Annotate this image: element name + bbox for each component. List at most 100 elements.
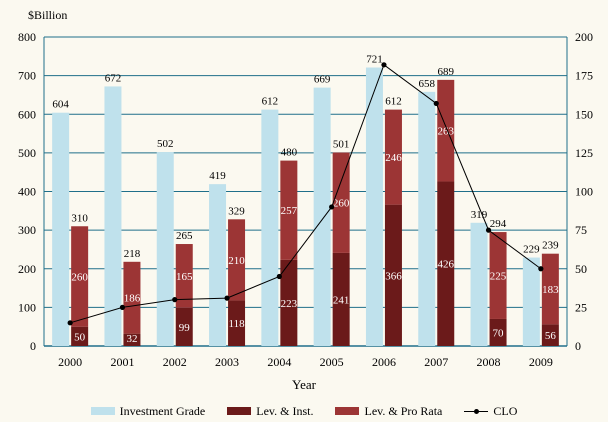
- x-tick-label: 2000: [58, 355, 82, 369]
- y-tick-label: 700: [18, 69, 36, 83]
- data-label-investment-grade: 658: [419, 78, 436, 90]
- clo-point: [433, 100, 439, 107]
- x-tick-label: 2009: [529, 355, 553, 369]
- data-label-lev-inst: 426: [438, 259, 455, 271]
- bar-lev-pro-rata: [123, 261, 141, 334]
- y-tick-label: 600: [18, 107, 36, 121]
- bar-investment-grade: [156, 152, 174, 346]
- data-label-investment-grade: 721: [366, 54, 383, 66]
- x-tick-label: 2002: [163, 355, 187, 369]
- bar-investment-grade: [52, 112, 70, 346]
- legend: Investment Grade Lev. & Inst. Lev. & Pro…: [0, 402, 608, 420]
- legend-swatch-lev-inst: [227, 407, 252, 415]
- bar-lev-pro-rata: [228, 219, 246, 301]
- bar-lev-inst: [384, 204, 402, 346]
- x-tick-label: 2003: [215, 355, 239, 369]
- clo-point: [485, 227, 492, 233]
- legend-swatch-lev-pro-rata: [335, 407, 360, 415]
- data-label-investment-grade: 229: [523, 244, 540, 256]
- data-label-leveraged-total: 501: [333, 138, 350, 150]
- data-label-lev-inst: 70: [493, 327, 505, 339]
- data-label-lev-pro-rata: 183: [542, 284, 559, 296]
- y-tick-label: 0: [30, 339, 36, 353]
- data-label-lev-pro-rata: 257: [281, 205, 298, 217]
- data-label-lev-inst: 223: [281, 298, 298, 310]
- bar-lev-inst: [489, 318, 507, 346]
- legend-swatch-investment-grade: [90, 407, 115, 415]
- data-label-lev-inst: 366: [385, 270, 402, 282]
- data-label-investment-grade: 419: [209, 170, 226, 182]
- bar-lev-pro-rata: [280, 160, 298, 260]
- data-label-lev-pro-rata: 260: [333, 198, 350, 210]
- bar-investment-grade: [418, 91, 436, 346]
- legend-item-lev-inst: Lev. & Inst.: [227, 404, 313, 419]
- data-label-investment-grade: 612: [262, 96, 279, 108]
- data-label-leveraged-total: 294: [490, 218, 507, 230]
- bar-lev-inst: [541, 324, 559, 346]
- bar-lev-inst: [332, 252, 350, 346]
- bar-lev-inst: [175, 307, 193, 346]
- x-tick-label: 2004: [267, 355, 291, 369]
- data-label-lev-inst: 118: [229, 318, 246, 330]
- x-axis-title: Year: [292, 377, 316, 392]
- y-tick-label: 200: [18, 262, 36, 276]
- legend-item-lev-pro-rata: Lev. & Pro Rata: [335, 404, 442, 419]
- y2-tick-label: 50: [575, 262, 587, 276]
- data-label-lev-pro-rata: 246: [385, 152, 402, 164]
- y2-tick-label: 150: [575, 107, 593, 121]
- bar-investment-grade: [365, 67, 383, 347]
- bar-lev-inst: [123, 333, 141, 346]
- data-label-investment-grade: 319: [471, 209, 488, 221]
- data-label-leveraged-total: 310: [71, 212, 88, 224]
- y2-tick-label: 100: [575, 185, 593, 199]
- y-tick-label: 300: [18, 223, 36, 237]
- data-label-leveraged-total: 612: [385, 96, 402, 108]
- legend-item-clo: CLO: [464, 404, 517, 419]
- x-tick-label: 2006: [372, 355, 396, 369]
- data-label-lev-pro-rata: 260: [71, 271, 88, 283]
- chart: 0 0 100 25 200 50 300 75 400 100 500 125 600 150 700 17…: [18, 30, 593, 369]
- data-label-lev-pro-rata: 186: [124, 293, 141, 305]
- bar-lev-inst: [71, 326, 89, 346]
- data-label-leveraged-total: 480: [281, 147, 298, 159]
- bar-lev-inst: [437, 181, 455, 346]
- data-label-leveraged-total: 329: [228, 205, 245, 217]
- bar-investment-grade: [470, 222, 488, 346]
- bar-lev-pro-rata: [71, 226, 89, 327]
- clo-point: [119, 304, 126, 310]
- data-label-lev-inst: 32: [126, 333, 137, 345]
- bar-lev-pro-rata: [175, 244, 193, 308]
- y2-tick-label: 75: [575, 223, 587, 237]
- bar-lev-pro-rata: [541, 253, 559, 325]
- clo-point: [538, 266, 544, 272]
- data-label-leveraged-total: 689: [438, 66, 455, 78]
- y-tick-label: 400: [18, 185, 36, 199]
- bar-investment-grade: [313, 87, 331, 346]
- data-label-lev-pro-rata: 225: [490, 271, 507, 283]
- y2-tick-label: 125: [575, 146, 593, 160]
- legend-label-investment-grade: Investment Grade: [119, 403, 206, 418]
- data-label-lev-pro-rata: 165: [176, 271, 193, 283]
- x-tick-label: 2001: [110, 355, 134, 369]
- legend-item-investment-grade: Investment Grade: [90, 403, 206, 419]
- y-tick-label: 100: [18, 300, 36, 314]
- data-label-leveraged-total: 218: [124, 248, 141, 260]
- bar-lev-pro-rata: [489, 232, 507, 319]
- clo-point: [224, 295, 230, 301]
- bar-investment-grade: [261, 109, 279, 347]
- data-label-leveraged-total: 239: [542, 240, 559, 252]
- data-label-lev-pro-rata: 263: [438, 126, 455, 138]
- bar-investment-grade: [104, 86, 122, 346]
- x-tick-label: 2005: [320, 355, 344, 369]
- legend-label-clo: CLO: [493, 403, 518, 418]
- data-label-lev-inst: 99: [179, 322, 191, 334]
- y-tick-label: 500: [18, 146, 36, 160]
- data-label-investment-grade: 604: [52, 99, 69, 111]
- bar-lev-pro-rata: [437, 79, 455, 182]
- data-label-lev-inst: 56: [545, 330, 557, 342]
- legend-label-lev-pro-rata: Lev. & Pro Rata: [364, 403, 443, 418]
- data-label-leveraged-total: 265: [176, 230, 193, 242]
- data-label-lev-inst: 50: [74, 331, 86, 343]
- y2-tick-label: 200: [575, 30, 593, 44]
- x-tick-label: 2008: [477, 355, 501, 369]
